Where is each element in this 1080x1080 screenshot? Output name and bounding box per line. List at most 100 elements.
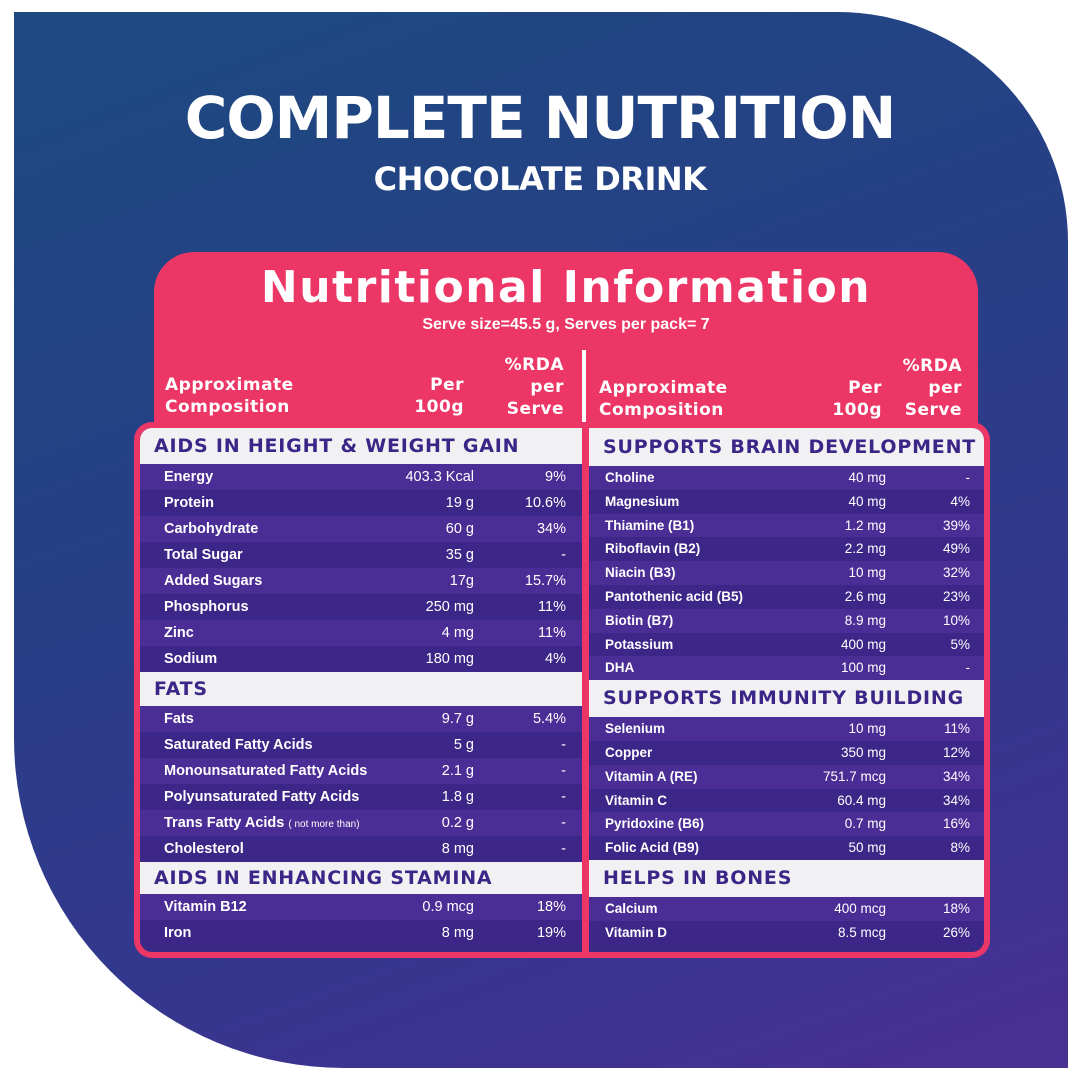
- nutrient-row: Calcium 400 mcg 18%: [589, 897, 984, 921]
- nutrient-row: Niacin (B3) 10 mg 32%: [589, 561, 984, 585]
- nutrient-row: Copper 350 mg 12%: [589, 741, 984, 765]
- section-title: SUPPORTS IMMUNITY BUILDING: [589, 680, 984, 718]
- nutrient-row: Added Sugars 17g 15.7%: [140, 568, 582, 594]
- per-100g-value: 2.6 mg: [844, 589, 886, 604]
- nutrient-name-text: Polyunsaturated Fatty Acids: [164, 789, 360, 805]
- per-100g-value: 0.7 mg: [844, 816, 886, 832]
- per-100g-value: 250 mg: [425, 599, 474, 615]
- header-composition-left: Approximate Composition: [165, 375, 294, 417]
- rda-value: 18%: [536, 899, 566, 915]
- nutrient-name: Polyunsaturated Fatty Acids: [164, 784, 359, 810]
- nutrient-name-text: Selenium: [605, 721, 666, 737]
- nutrient-name: Potassium: [605, 633, 673, 657]
- per-100g-value: 400 mg: [840, 636, 886, 652]
- rda-value: 26%: [942, 924, 970, 940]
- rda-value: 8%: [950, 840, 970, 856]
- nutrient-name: Phosphorus: [164, 594, 249, 620]
- nutrient-name-text: Folic Acid (B9): [605, 840, 700, 856]
- nutrient-name: Vitamin C: [605, 789, 667, 813]
- nutrient-row: Polyunsaturated Fatty Acids 1.8 g -: [140, 784, 582, 810]
- nutrient-row: Biotin (B7) 8.9 mg 10%: [589, 608, 984, 633]
- nutrient-row: Selenium 10 mg 11%: [589, 717, 984, 741]
- nutrient-name: Protein: [164, 490, 214, 516]
- per-100g-value: 100 mg: [840, 660, 886, 676]
- rda-value: -: [561, 815, 566, 831]
- per-100g-value: 4 mg: [441, 625, 474, 641]
- rda-value: 18%: [942, 901, 970, 916]
- nutrient-name-text: Iron: [164, 925, 192, 941]
- rda-value: 4%: [545, 651, 566, 667]
- nutrient-name-text: Copper: [605, 745, 653, 760]
- rda-value: 10.6%: [524, 495, 566, 511]
- section-title: SUPPORTS BRAIN DEVELOPMENT: [589, 428, 984, 466]
- nutrient-name-text: Pyridoxine (B6): [605, 816, 705, 832]
- nutrient-name: Vitamin B12: [164, 894, 247, 920]
- rda-value: -: [561, 547, 566, 563]
- rda-value: 49%: [942, 541, 970, 557]
- nutrient-name-text: Saturated Fatty Acids: [164, 737, 313, 753]
- per-100g-value: 35 g: [445, 547, 474, 563]
- nutrient-name: Folic Acid (B9): [605, 836, 699, 860]
- nutrient-row: Protein 19 g 10.6%: [140, 490, 582, 516]
- per-100g-value: 8 mg: [441, 841, 474, 857]
- rda-value: 11%: [538, 625, 566, 641]
- nutrient-note: ( not more than): [288, 819, 360, 830]
- per-100g-value: 8 mg: [441, 925, 474, 941]
- header-per-right: Per 100g: [832, 378, 882, 420]
- nutrient-row: Pyridoxine (B6) 0.7 mg 16%: [589, 812, 984, 837]
- nutrient-row: Trans Fatty Acids ( not more than) 0.2 g -: [140, 810, 582, 836]
- nutrient-name: Pantothenic acid (B5): [605, 585, 743, 609]
- nutrient-name-text: Energy: [164, 469, 214, 485]
- rda-value: -: [965, 470, 971, 485]
- nutrient-row: Iron 8 mg 19%: [140, 920, 582, 946]
- nutrient-name-text: DHA: [605, 660, 635, 676]
- per-100g-value: 400 mcg: [834, 901, 886, 916]
- nutrient-name: Niacin (B3): [605, 561, 676, 585]
- nutrient-row: Potassium 400 mg 5%: [589, 632, 984, 657]
- nutrient-name-text: Protein: [164, 495, 214, 511]
- nutrient-name: Fats: [164, 706, 194, 732]
- nutrient-name: Added Sugars: [164, 568, 262, 594]
- nutrient-row: Riboflavin (B2) 2.2 mg 49%: [589, 537, 984, 562]
- nutrient-name: Vitamin D: [605, 921, 667, 945]
- nutrient-row: Vitamin B12 0.9 mcg 18%: [140, 894, 582, 920]
- per-100g-value: 10 mg: [848, 721, 886, 737]
- nutrient-name-text: Thiamine (B1): [605, 517, 695, 533]
- nutrient-row: Vitamin C 60.4 mg 34%: [589, 788, 984, 813]
- nutrient-name-text: Niacin (B3): [605, 565, 676, 581]
- nutrient-name: Calcium: [605, 897, 658, 921]
- rda-value: 10%: [942, 612, 970, 628]
- right-column: SUPPORTS BRAIN DEVELOPMENT Choline 40 mg - M…: [589, 428, 984, 952]
- nutrient-name-text: Pantothenic acid (B5): [605, 589, 744, 604]
- section-title: AIDS IN HEIGHT & WEIGHT GAIN: [140, 428, 582, 464]
- nutrition-header-panel: Nutritional Information Serve size=45.5 …: [154, 252, 978, 442]
- rda-value: 15.7%: [524, 573, 566, 589]
- page-title: COMPLETE NUTRITION: [184, 84, 896, 152]
- nutrition-heading: Nutritional Information: [260, 262, 872, 313]
- rda-value: 34%: [942, 768, 970, 784]
- nutrient-name-text: Vitamin A (RE): [605, 768, 698, 784]
- nutrient-row: Cholesterol 8 mg -: [140, 836, 582, 862]
- nutrient-name: Monounsaturated Fatty Acids: [164, 758, 367, 784]
- nutrient-name: Thiamine (B1): [605, 514, 694, 538]
- nutrient-name: Magnesium: [605, 490, 679, 514]
- rda-value: -: [561, 841, 566, 857]
- rda-value: -: [965, 660, 971, 676]
- nutrient-name: Zinc: [164, 620, 194, 646]
- nutrition-table-frame: AIDS IN HEIGHT & WEIGHT GAIN Energy 403.3 …: [134, 422, 990, 958]
- nutrient-name: DHA: [605, 656, 634, 680]
- nutrient-name: Pyridoxine (B6): [605, 812, 704, 836]
- nutrient-row: Vitamin D 8.5 mcg 26%: [589, 920, 984, 945]
- nutrient-name-text: Total Sugar: [164, 547, 243, 563]
- per-100g-value: 350 mg: [840, 745, 886, 760]
- nutrient-name-text: Vitamin B12: [164, 899, 247, 915]
- nutrient-row: Total Sugar 35 g -: [140, 542, 582, 568]
- rda-value: 12%: [942, 745, 970, 760]
- nutrient-name-text: Vitamin C: [605, 792, 668, 808]
- per-100g-value: 1.8 g: [441, 789, 474, 805]
- serve-info: Serve size=45.5 g, Serves per pack= 7: [422, 316, 710, 333]
- header-composition-right: Approximate Composition: [599, 378, 728, 420]
- nutrient-name: Selenium: [605, 717, 665, 741]
- header-rda-left: %RDA per Serve: [504, 355, 564, 419]
- per-100g-value: 0.2 g: [441, 815, 474, 831]
